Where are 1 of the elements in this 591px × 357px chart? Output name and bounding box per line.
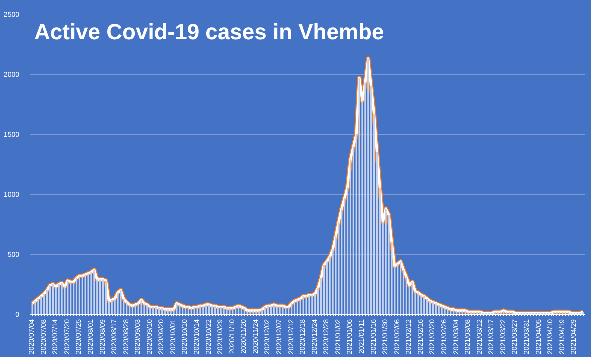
chart-title: Active Covid-19 cases in Vhembe xyxy=(34,20,384,44)
